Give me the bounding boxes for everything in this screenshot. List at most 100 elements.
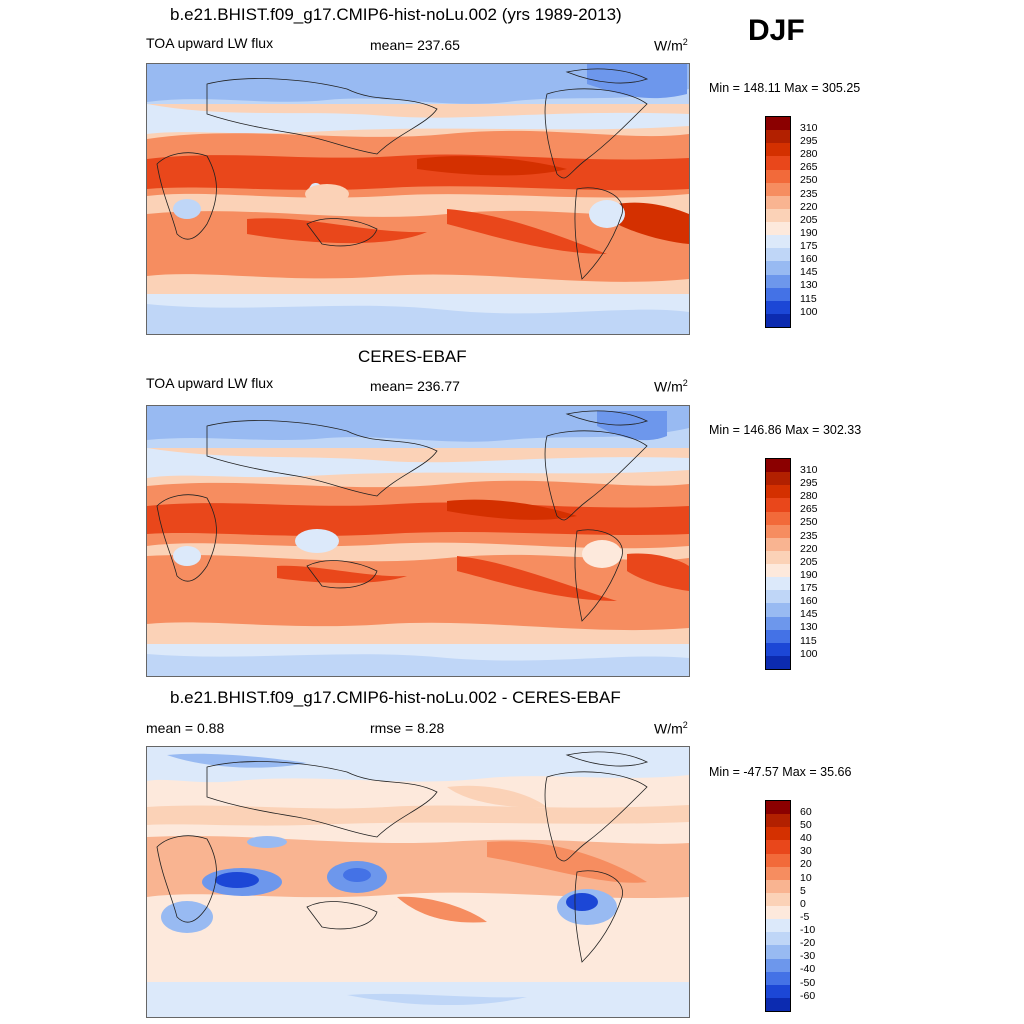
cbar-segment	[766, 879, 790, 893]
cbar-label: -30	[800, 950, 816, 962]
cbar-segment	[766, 485, 790, 499]
cbar-label: 190	[800, 569, 818, 581]
cbar-label: 280	[800, 490, 818, 502]
cbar-label: 145	[800, 266, 818, 278]
cbar-label: 190	[800, 227, 818, 239]
cbar-label: 265	[800, 503, 818, 515]
panel3-units: W/m2	[654, 720, 688, 737]
cbar-segment	[766, 313, 790, 327]
cbar-label: 50	[800, 819, 812, 831]
panel1-title: b.e21.BHIST.f09_g17.CMIP6-hist-noLu.002 …	[170, 5, 622, 24]
cbar-segment	[766, 511, 790, 525]
cbar-segment	[766, 616, 790, 630]
cbar-label: 265	[800, 161, 818, 173]
cbar-label: 160	[800, 253, 818, 265]
cbar-label: 250	[800, 516, 818, 528]
cbar-segment	[766, 287, 790, 301]
cbar-label: 5	[800, 885, 806, 897]
panel1-minmax: Min = 148.11 Max = 305.25	[709, 81, 861, 95]
panel2-units: W/m2	[654, 378, 688, 395]
cbar-segment	[766, 564, 790, 578]
cbar-segment	[766, 472, 790, 486]
cbar-segment	[766, 590, 790, 604]
cbar-segment	[766, 208, 790, 222]
cbar-label: -50	[800, 977, 816, 989]
cbar-segment	[766, 498, 790, 512]
cbar-label: 115	[800, 293, 817, 305]
cbar-segment	[766, 945, 790, 959]
panel3-title: b.e21.BHIST.f09_g17.CMIP6-hist-noLu.002 …	[170, 688, 621, 707]
cbar-segment	[766, 801, 790, 815]
cbar-label: 175	[800, 240, 818, 252]
cbar-segment	[766, 169, 790, 183]
cbar-segment	[766, 814, 790, 828]
cbar-segment	[766, 919, 790, 933]
cbar-label: 295	[800, 135, 818, 147]
cbar-label: 310	[800, 122, 818, 134]
cbar-label: 100	[800, 648, 818, 660]
cbar-segment	[766, 182, 790, 196]
cbar-segment	[766, 274, 790, 288]
cbar-segment	[766, 117, 790, 131]
cbar-label: 175	[800, 582, 818, 594]
panel2-title: CERES-EBAF	[358, 347, 467, 366]
cbar-label: -20	[800, 937, 816, 949]
panel2-colorbar	[765, 458, 791, 670]
cbar-label: 235	[800, 530, 818, 542]
panel3-map	[146, 746, 690, 1018]
panel1-map	[146, 63, 690, 335]
cbar-label: 0	[800, 898, 806, 910]
cbar-label: 280	[800, 148, 818, 160]
cbar-segment	[766, 958, 790, 972]
cbar-label: 235	[800, 188, 818, 200]
panel2-variable-label: TOA upward LW flux	[146, 375, 274, 391]
cbar-label: 100	[800, 306, 818, 318]
cbar-label: 10	[800, 872, 812, 884]
cbar-segment	[766, 906, 790, 920]
panel1-units: W/m2	[654, 37, 688, 54]
panel1-mean-label: mean= 237.65	[370, 37, 460, 53]
cbar-segment	[766, 840, 790, 854]
cbar-segment	[766, 222, 790, 236]
cbar-label: 310	[800, 464, 818, 476]
cbar-label: 160	[800, 595, 818, 607]
cbar-segment	[766, 892, 790, 906]
panel3-rmse-label: rmse = 8.28	[370, 720, 445, 736]
cbar-label: -40	[800, 963, 816, 975]
cbar-label: 220	[800, 201, 818, 213]
cbar-label: 205	[800, 556, 818, 568]
cbar-label: 60	[800, 806, 812, 818]
cbar-label: -5	[800, 911, 810, 923]
cbar-label: 250	[800, 174, 818, 186]
panel3-colorbar	[765, 800, 791, 1012]
cbar-segment	[766, 550, 790, 564]
cbar-segment	[766, 195, 790, 209]
cbar-segment	[766, 853, 790, 867]
cbar-label: 295	[800, 477, 818, 489]
cbar-label: 20	[800, 858, 812, 870]
cbar-label: 220	[800, 543, 818, 555]
cbar-segment	[766, 524, 790, 538]
panel2-minmax: Min = 146.86 Max = 302.33	[709, 423, 862, 437]
cbar-segment	[766, 655, 790, 669]
cbar-segment	[766, 866, 790, 880]
cbar-label: 40	[800, 832, 812, 844]
cbar-segment	[766, 143, 790, 157]
panel2-map	[146, 405, 690, 677]
cbar-segment	[766, 642, 790, 656]
cbar-segment	[766, 248, 790, 262]
season-label: DJF	[748, 14, 805, 47]
cbar-segment	[766, 459, 790, 473]
cbar-label: 145	[800, 608, 818, 620]
cbar-segment	[766, 300, 790, 314]
cbar-segment	[766, 971, 790, 985]
cbar-label: 115	[800, 635, 817, 647]
cbar-segment	[766, 629, 790, 643]
cbar-label: -10	[800, 924, 816, 936]
panel3-mean-label: mean = 0.88	[146, 720, 225, 736]
cbar-segment	[766, 932, 790, 946]
panel2-mean-label: mean= 236.77	[370, 378, 460, 394]
cbar-label: 205	[800, 214, 818, 226]
cbar-label: 130	[800, 621, 818, 633]
cbar-segment	[766, 261, 790, 275]
